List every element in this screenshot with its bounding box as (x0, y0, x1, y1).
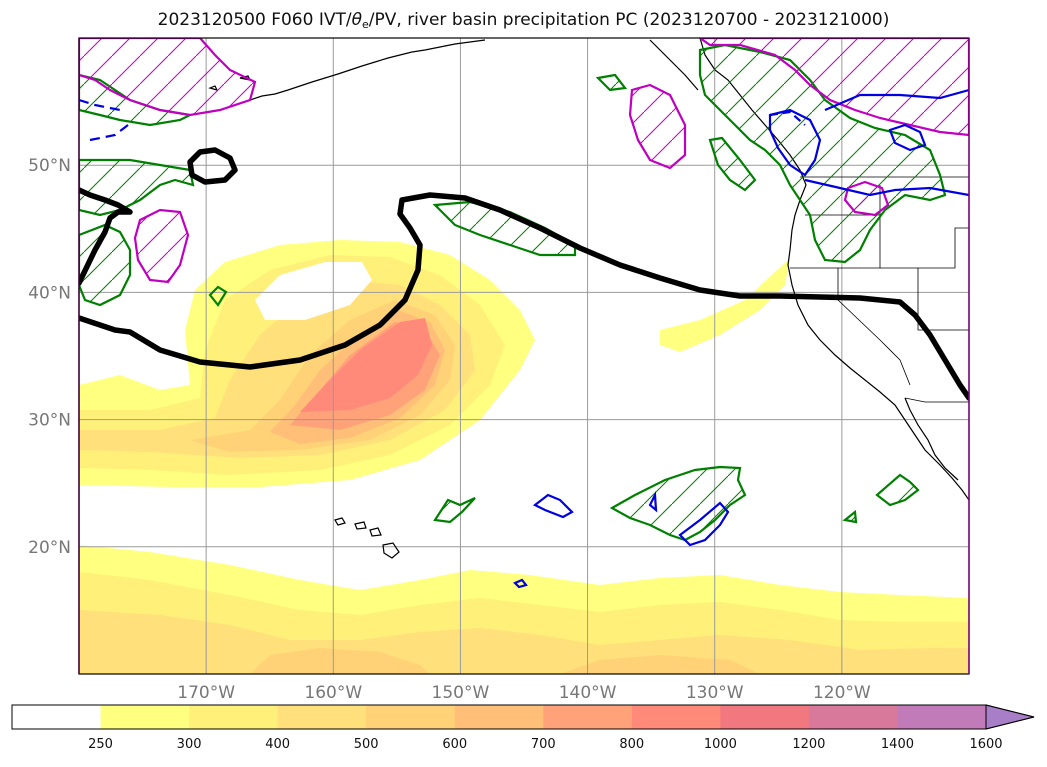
colorbar-tick-label: 600 (442, 737, 467, 752)
ivt-south-band-500 (250, 648, 760, 674)
green-region-central (609, 465, 747, 542)
magenta-region-gulf (628, 83, 687, 170)
magenta-region-west (133, 208, 190, 284)
colorbar-outline (11, 704, 1035, 730)
colorbar-tick-label: 1600 (969, 737, 1002, 752)
colorbar: 250 300 400 500 600 700 800 1000 1200 1400 1600 (11, 704, 1035, 752)
green-region-small-5 (708, 136, 757, 192)
border-states-5 (837, 268, 911, 386)
coastline-alaska-islands (249, 39, 486, 101)
colorbar-tick-label: 700 (531, 737, 556, 752)
blue-region-central-2 (678, 501, 730, 547)
blue-dash-alaska (79, 98, 129, 142)
colorbar-tick-label: 1400 (881, 737, 914, 752)
map-panel (79, 38, 969, 674)
colorbar-segment-9 (808, 705, 898, 729)
pv-contour-main (79, 192, 969, 401)
axis-tick-labels: 170°W 160°W 150°W 140°W 130°W 120°W 50°N 40°N 30… (28, 156, 871, 703)
colorbar-tick-label: 800 (619, 737, 644, 752)
colorbar-segment-2 (189, 705, 279, 729)
lat-tick-label: 30°N (28, 411, 71, 431)
coastline-baja (904, 397, 959, 481)
colorbar-tick-label: 1000 (704, 737, 737, 752)
colorbar-segment-7 (631, 705, 721, 729)
green-region-small-2 (875, 473, 920, 507)
lon-tick-label: 150°W (432, 683, 490, 703)
coastline-hawaii-4 (382, 542, 400, 559)
lat-tick-label: 40°N (28, 283, 71, 303)
lon-tick-label: 140°W (559, 683, 617, 703)
colorbar-tick-label: 250 (88, 737, 113, 752)
colorbar-segment-1 (100, 705, 190, 729)
colorbar-extend-arrow (985, 704, 1035, 730)
lat-tick-label: 50°N (28, 156, 71, 176)
lon-tick-label: 160°W (304, 683, 362, 703)
magenta-region-west-us (843, 180, 890, 217)
green-region-small-6 (842, 509, 858, 524)
blue-region-small (888, 123, 927, 152)
map-title: 2023120500 F060 IVT/θe/PV, river basin p… (157, 10, 890, 31)
green-region-small-1 (433, 497, 476, 524)
colorbar-tick-label: 1200 (792, 737, 825, 752)
coastline-canada-islands (649, 39, 699, 91)
colorbar-segment-5 (454, 705, 544, 729)
colorbar-tick-label: 500 (354, 737, 379, 752)
lat-tick-label: 20°N (28, 538, 71, 558)
magenta-region-canada (698, 38, 969, 137)
border-states-4 (917, 268, 969, 331)
ivt-filament (660, 258, 790, 352)
green-region-westcoast (79, 223, 132, 307)
coastline-hawaii-1 (334, 517, 346, 526)
lon-tick-label: 120°W (813, 683, 871, 703)
lon-tick-label: 130°W (686, 683, 744, 703)
green-region-small-3 (208, 285, 228, 307)
pv-contour-west (79, 187, 133, 286)
magenta-region-northwest (79, 38, 257, 117)
blue-region-small-3 (513, 578, 528, 589)
colorbar-tick-label: 400 (265, 737, 290, 752)
blue-region-coast (768, 108, 822, 177)
precip-magenta-contours (79, 38, 969, 284)
blue-region-central-1 (532, 493, 574, 519)
colorbar-segment-10 (897, 705, 987, 729)
colorbar-segment-4 (366, 705, 456, 729)
blue-dash-coast (769, 110, 806, 126)
border-states-3 (880, 227, 969, 269)
blue-region-central-3 (648, 490, 658, 513)
colorbar-segment-6 (543, 705, 633, 729)
ivt-gap (255, 262, 372, 320)
blue-line-canada (824, 88, 969, 112)
colorbar-segment-8 (720, 705, 810, 729)
colorbar-segment-3 (277, 705, 367, 729)
pv-contour-loop (187, 147, 238, 185)
colorbar-tick-label: 300 (177, 737, 202, 752)
coastline-hawaii-2 (354, 521, 367, 530)
blue-line-us (804, 178, 969, 197)
pv-contours (79, 147, 969, 401)
colorbar-segment-0 (12, 705, 102, 729)
green-region-small-4 (595, 73, 628, 92)
border-us-mexico (904, 397, 969, 403)
coastline-hawaii-3 (369, 527, 382, 537)
precip-blue-contours (79, 88, 969, 589)
lon-tick-label: 170°W (177, 683, 235, 703)
